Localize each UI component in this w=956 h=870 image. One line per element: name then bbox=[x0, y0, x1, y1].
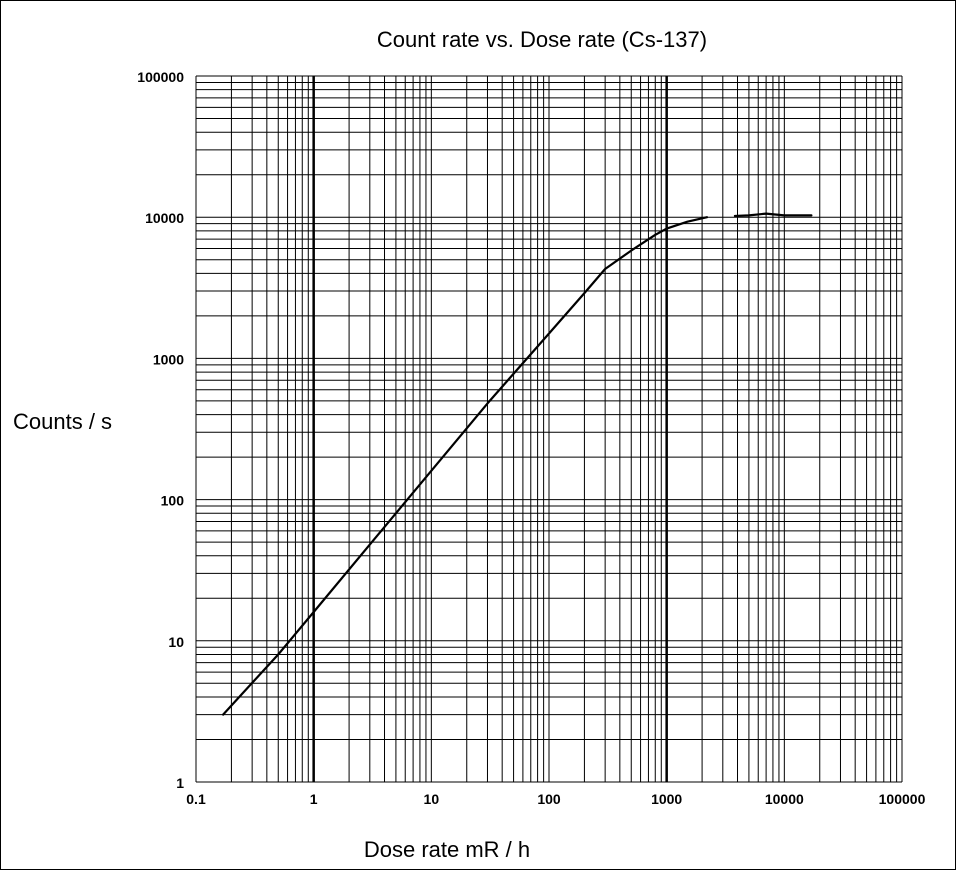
series-line-2 bbox=[733, 212, 813, 218]
y-tick-labels: 1 10 100 1000 10000 100000 bbox=[137, 69, 184, 791]
x-tick-label: 100 bbox=[537, 791, 561, 807]
y-axis-label: Counts / s bbox=[13, 409, 112, 434]
x-tick-label: 0.1 bbox=[186, 791, 206, 807]
x-tick-label: 1000 bbox=[651, 791, 682, 807]
x-tick-label: 100000 bbox=[879, 791, 926, 807]
y-tick-label: 100000 bbox=[137, 69, 184, 85]
chart-title: Count rate vs. Dose rate (Cs-137) bbox=[377, 27, 707, 52]
y-tick-label: 1000 bbox=[153, 351, 184, 367]
x-axis-label: Dose rate mR / h bbox=[364, 837, 530, 862]
y-tick-label: 10 bbox=[168, 634, 184, 650]
y-tick-label: 1 bbox=[176, 775, 184, 791]
x-tick-label: 10000 bbox=[765, 791, 804, 807]
x-tick-label: 10 bbox=[424, 791, 440, 807]
y-tick-label: 100 bbox=[161, 493, 185, 509]
plot-lines bbox=[222, 212, 813, 716]
grid-major bbox=[195, 75, 903, 783]
series-line-1 bbox=[222, 216, 709, 716]
x-tick-label: 1 bbox=[310, 791, 318, 807]
x-tick-labels: 0.1 1 10 100 1000 10000 100000 bbox=[186, 791, 925, 807]
y-tick-label: 10000 bbox=[145, 210, 184, 226]
